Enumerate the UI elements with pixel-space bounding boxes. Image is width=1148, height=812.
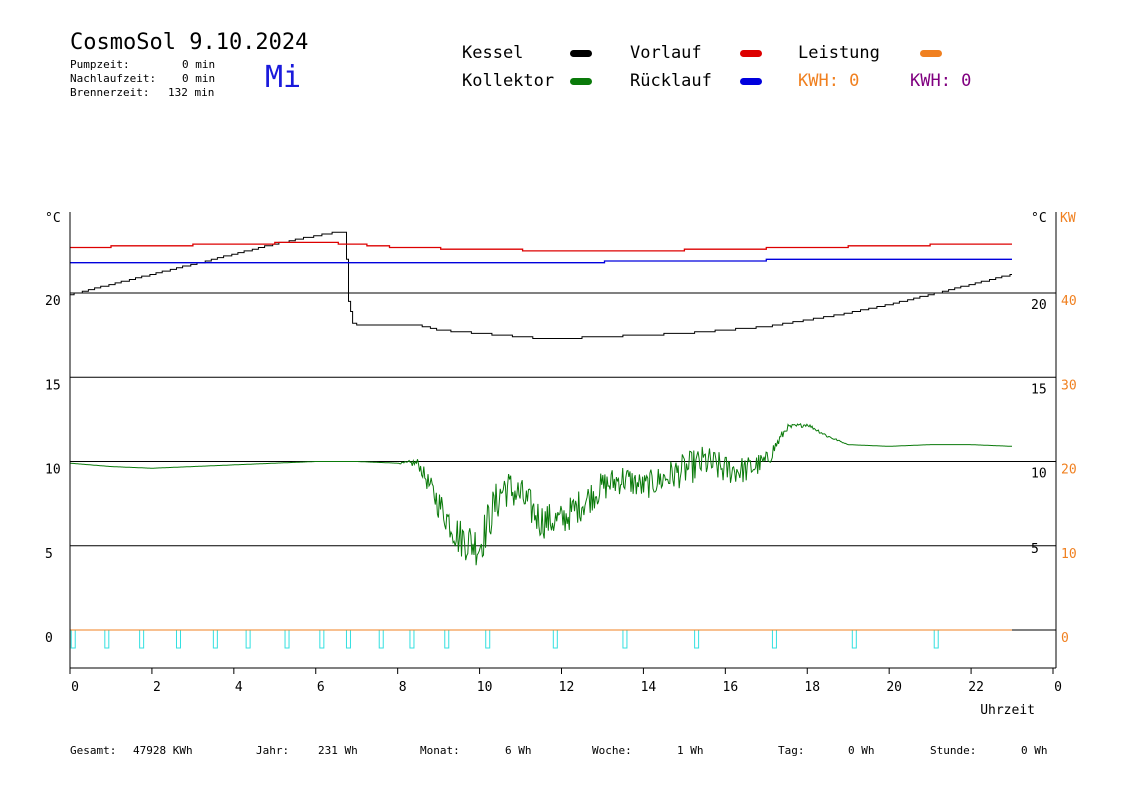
x-tick-label: 22 — [968, 680, 984, 695]
series-line-kollektor — [69, 422, 1012, 566]
y-tick-label-right-temp: 10 — [1031, 467, 1047, 482]
stat-label-nachlaufzeit: Nachlaufzeit: — [70, 72, 157, 85]
pump-pulse — [104, 629, 110, 649]
footer-stunde-label: Stunde: — [930, 744, 977, 757]
legend-vorlauf-label: Vorlauf — [630, 43, 702, 63]
pump-pulse — [70, 629, 76, 649]
pump-pulse — [284, 629, 290, 649]
y-axis-unit-left: °C — [45, 211, 61, 226]
y-tick-label-left: 10 — [45, 463, 61, 478]
series-line-vorlauf — [70, 241, 1012, 252]
y-tick-label-right-power: 20 — [1061, 463, 1077, 478]
y-tick-label-right-temp: 5 — [1031, 542, 1039, 557]
x-tick-label: 10 — [477, 680, 493, 695]
x-tick-label: 2 — [153, 680, 161, 695]
pump-pulse — [139, 629, 145, 649]
y-axis-unit-right-temp: °C — [1031, 211, 1047, 226]
y-tick-label-right-temp: 15 — [1031, 382, 1047, 397]
footer-jahr-label: Jahr: — [256, 744, 290, 757]
footer-monat-value: 6 Wh — [505, 744, 532, 757]
pump-pulse — [212, 629, 218, 649]
y-tick-label-left: 15 — [45, 378, 61, 393]
stat-label-brennerzeit: Brennerzeit: — [70, 86, 150, 99]
x-tick-label: 18 — [804, 680, 820, 695]
legend-kollektor-swatch — [570, 78, 592, 85]
y-tick-label-right-power: 0 — [1061, 631, 1069, 646]
y-tick-label-left: 0 — [45, 631, 53, 646]
y-tick-label-right-power: 10 — [1061, 547, 1077, 562]
footer-stunde-value: 0 Wh — [1021, 744, 1048, 757]
stat-value-nachlaufzeit: 0 min — [182, 72, 216, 85]
footer-gesamt-label: Gesamt: — [70, 744, 117, 757]
axis-layer: 0 5 10 15 20 °C 5 10 15 20 °C 0 10 20 30 40 KW 0 2 4 6 8 10 12 1… — [45, 211, 1077, 718]
stat-label-pumpzeit: Pumpzeit: — [70, 58, 130, 71]
x-tick-label: 16 — [723, 680, 739, 695]
series-line-kessel — [70, 231, 1012, 339]
y-tick-label-right-power: 30 — [1061, 378, 1077, 393]
legend-leistung-swatch — [920, 50, 942, 57]
stat-value-pumpzeit: 0 min — [182, 58, 216, 71]
legend-vorlauf-swatch — [740, 50, 762, 57]
pump-pulse — [933, 629, 939, 649]
x-tick-label: 6 — [317, 680, 325, 695]
pump-pulse — [319, 629, 325, 649]
stat-value-brennerzeit: 132 min — [168, 86, 215, 99]
footer-tag-value: 0 Wh — [848, 744, 875, 757]
x-tick-label: 8 — [399, 680, 407, 695]
pump-pulse — [245, 629, 251, 649]
footer-woche-label: Woche: — [592, 744, 632, 757]
x-axis-label: Uhrzeit — [980, 703, 1035, 718]
pump-pulse — [485, 629, 491, 649]
pump-pulse — [694, 629, 700, 649]
footer-gesamt-value: 47928 KWh — [133, 744, 193, 757]
pump-pulse — [345, 629, 351, 649]
pump-layer — [70, 629, 1013, 649]
x-tick-label: 0 — [71, 680, 79, 695]
legend-kwh-leistung: KWH: 0 — [798, 71, 860, 91]
x-tick-label: 14 — [641, 680, 657, 695]
y-tick-label-left: 5 — [45, 547, 53, 562]
legend-ruecklauf-label: Rücklauf — [630, 71, 712, 91]
y-tick-label-left: 20 — [45, 294, 61, 309]
pump-pulse — [552, 629, 558, 649]
pump-pulse — [851, 629, 857, 649]
legend-kollektor-label: Kollektor — [462, 71, 555, 91]
pump-pulse — [378, 629, 384, 649]
y-tick-label-right-power: 40 — [1061, 294, 1077, 309]
x-tick-label: 0 — [1054, 680, 1062, 695]
x-tick-label: 20 — [886, 680, 902, 695]
legend-kessel-label: Kessel — [462, 43, 524, 63]
legend-ruecklauf-swatch — [740, 78, 762, 85]
legend-kessel-swatch — [570, 50, 592, 57]
footer-tag-label: Tag: — [778, 744, 805, 757]
weekday-label: Mi — [265, 60, 302, 95]
x-tick-label: 12 — [559, 680, 575, 695]
pump-pulse — [175, 629, 181, 649]
series-line-ruecklauf — [70, 258, 1012, 264]
pump-pulse — [622, 629, 628, 649]
series-layer — [69, 231, 1012, 631]
y-tick-label-right-temp: 20 — [1031, 298, 1047, 313]
legend-leistung-label: Leistung — [798, 43, 880, 63]
footer-woche-value: 1 Wh — [677, 744, 704, 757]
grid-layer — [70, 292, 1056, 631]
pump-pulse — [771, 629, 777, 649]
footer-jahr-value: 231 Wh — [318, 744, 358, 757]
x-tick-label: 4 — [235, 680, 243, 695]
y-axis-unit-right-power: KW — [1060, 211, 1076, 226]
legend-kwh-total: KWH: 0 — [910, 71, 972, 91]
pump-pulse — [444, 629, 450, 649]
chart-title: CosmoSol 9.10.2024 — [70, 30, 309, 55]
footer-monat-label: Monat: — [420, 744, 460, 757]
pump-pulse — [409, 629, 415, 649]
